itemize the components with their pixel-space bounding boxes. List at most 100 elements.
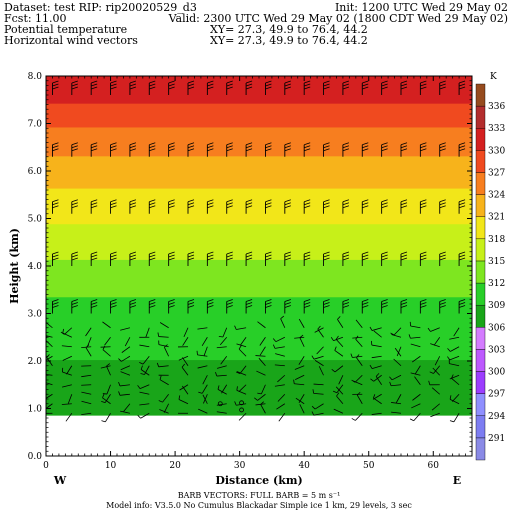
barb-flag	[420, 251, 427, 255]
wind-barb	[408, 334, 421, 339]
barb-shaft	[433, 337, 441, 346]
barb-shaft	[81, 384, 92, 386]
wind-barb	[104, 337, 111, 346]
barb-shaft	[120, 371, 131, 376]
barb-flag	[448, 359, 450, 364]
wind-barb	[430, 412, 440, 418]
wind-barb	[381, 80, 388, 95]
barb-flag	[458, 305, 466, 308]
barb-flag	[458, 251, 466, 255]
barb-shaft	[106, 365, 111, 376]
barb-flag	[71, 257, 78, 261]
barb-shaft	[298, 318, 305, 328]
barb-flag	[52, 254, 59, 258]
barb-shaft	[46, 321, 53, 329]
barb-shaft	[259, 346, 266, 356]
wind-barb	[414, 365, 421, 375]
barb-flag	[334, 346, 337, 351]
wind-barb	[129, 199, 137, 214]
wind-barb	[110, 299, 117, 314]
barb-flag	[129, 86, 137, 90]
barb-flag	[101, 400, 106, 404]
wind-barb	[197, 365, 208, 369]
wind-barb	[202, 375, 208, 385]
barb-flag	[168, 202, 175, 206]
barb-flag	[129, 148, 137, 152]
barb-flag	[196, 350, 198, 355]
wind-barb	[182, 357, 189, 366]
y-tick-label: 4.0	[28, 262, 43, 272]
barb-shaft	[198, 408, 208, 414]
barb-shaft	[430, 327, 440, 332]
barb-shaft	[159, 379, 169, 386]
barb-flag	[381, 86, 388, 90]
barb-flag	[458, 80, 466, 84]
barb-flag	[304, 148, 311, 152]
barb-flag	[342, 302, 350, 305]
wind-barb	[71, 80, 78, 95]
axes: 0 10 20 30 40 50 60 0.0 1.0 2.0 3.0 4.0 5.0 6.0 7.0 8.0	[28, 72, 472, 471]
barb-flag	[362, 202, 369, 206]
wind-barb	[52, 142, 59, 157]
wind-barb	[381, 199, 388, 214]
barb-shaft	[414, 376, 421, 385]
barb-flag	[342, 205, 350, 209]
barb-shaft	[81, 346, 92, 349]
wind-barb	[361, 251, 369, 266]
barb-flag	[323, 305, 330, 308]
wind-barb	[409, 412, 421, 422]
header-init: Init: 1200 UTC Wed 29 May 02	[335, 1, 508, 14]
barb-flag	[373, 394, 376, 399]
barb-shaft	[183, 327, 189, 338]
header-field2: Horizontal wind vectors	[4, 34, 138, 47]
barb-flag	[245, 302, 253, 305]
barb-flag	[293, 379, 295, 384]
barb-flag	[400, 148, 408, 152]
colorbar-label: 294	[488, 412, 505, 422]
barb-shaft	[314, 360, 324, 367]
wind-barb	[372, 393, 382, 400]
wind-barb	[255, 355, 266, 357]
wind-barb	[61, 345, 72, 348]
barb-flag	[102, 393, 107, 395]
barb-shaft	[238, 412, 247, 421]
wind-barb	[168, 142, 175, 157]
wind-barb	[139, 403, 150, 406]
barb-flag	[215, 372, 218, 377]
barb-flag	[439, 142, 446, 146]
wind-barb	[352, 336, 363, 339]
wind-barb	[311, 411, 324, 416]
colorbar-swatch	[475, 238, 486, 262]
y-tick-label: 0.0	[28, 452, 43, 462]
wind-barb	[458, 142, 466, 157]
wind-barb	[139, 344, 150, 348]
barb-shaft	[413, 412, 421, 422]
barb-flag	[458, 83, 466, 87]
barb-flag	[458, 205, 466, 209]
barb-flag	[342, 299, 350, 302]
barb-flag	[265, 145, 272, 149]
barb-flag	[265, 142, 272, 146]
barb-flag	[91, 257, 98, 261]
barb-flag	[110, 305, 117, 308]
barb-flag	[351, 379, 356, 383]
barb-flag	[71, 251, 78, 255]
wind-barb	[120, 327, 131, 331]
barb-shaft	[236, 371, 247, 376]
barb-shaft	[318, 366, 324, 376]
wind-barb	[256, 370, 266, 376]
colorbar-swatch	[475, 83, 486, 107]
wind-barb	[458, 199, 466, 214]
barb-flag	[381, 299, 388, 302]
wind-barb	[65, 413, 73, 422]
wind-barb	[129, 299, 137, 314]
theta-band	[46, 155, 472, 189]
barb-flag	[381, 83, 388, 87]
barb-shaft	[140, 369, 150, 376]
barb-flag	[71, 299, 78, 302]
barb-flag	[71, 305, 78, 308]
barb-shaft	[100, 365, 111, 369]
wind-barb	[361, 299, 369, 314]
wind-barb	[120, 365, 131, 371]
